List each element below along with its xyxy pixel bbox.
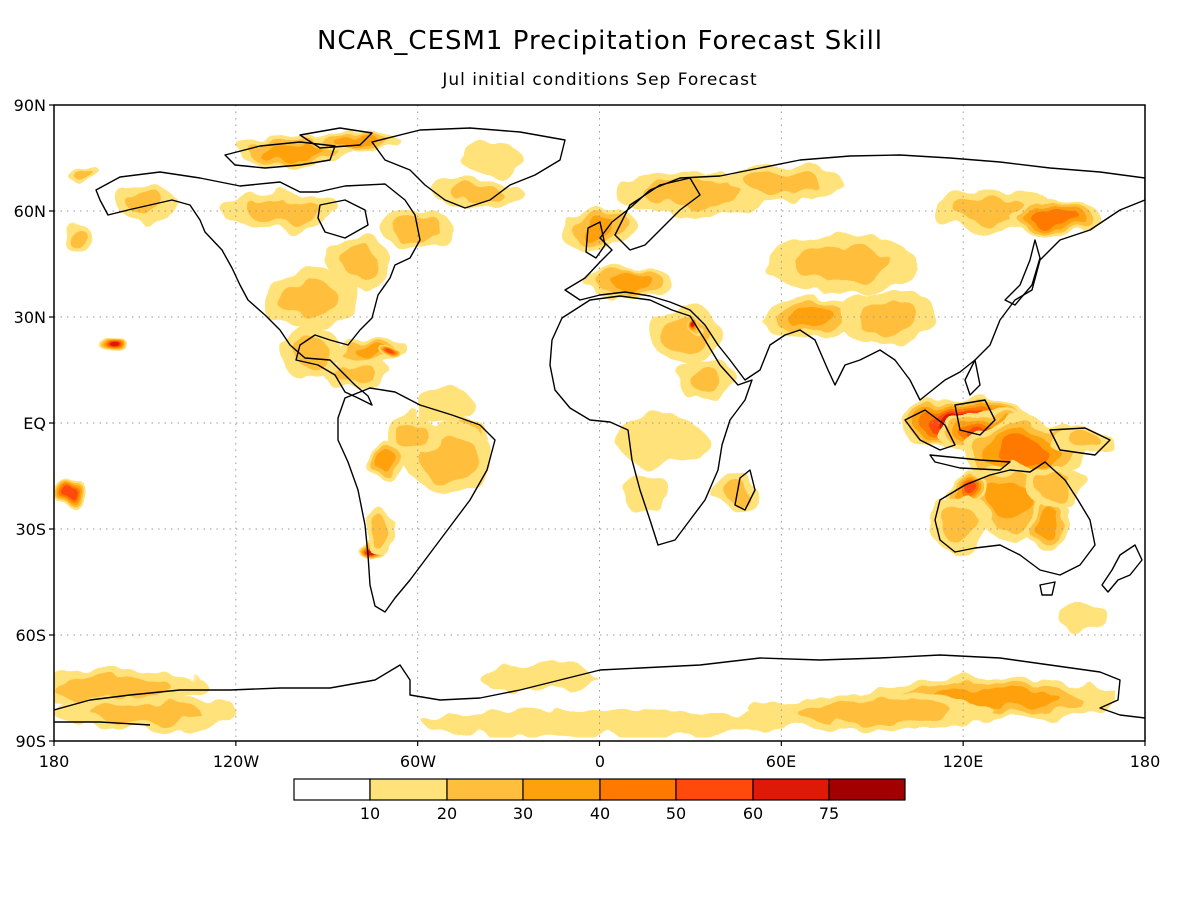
colorbar-swatch [599, 778, 677, 801]
skill-contour [338, 246, 376, 282]
skill-contour [985, 481, 1032, 521]
colorbar-swatch [675, 778, 754, 801]
lon-label: 120E [943, 752, 984, 771]
skill-contour [68, 230, 88, 249]
skill-contour [378, 449, 397, 468]
skill-contour [794, 246, 890, 282]
lat-label: 90S [15, 732, 46, 751]
skill-contour [417, 387, 479, 424]
skill-contour [266, 143, 327, 158]
lon-label: 180 [39, 752, 70, 771]
skill-contour [478, 663, 600, 692]
skill-contour [396, 420, 427, 447]
skill-contour [643, 180, 738, 207]
lon-label: 60E [766, 752, 796, 771]
lat-label: EQ [23, 414, 46, 433]
skill-contour [614, 415, 706, 466]
lon-label: 60W [400, 752, 436, 771]
skill-contour [88, 701, 202, 724]
colorbar-swatch [522, 778, 601, 801]
skill-contour [61, 488, 77, 500]
skill-contour [720, 482, 752, 505]
skill-contour [334, 135, 380, 146]
skill-contour [125, 190, 164, 218]
axes: 90N 60N 30N EQ 30S 60S 90S 180 120W 60W … [14, 96, 1161, 771]
skill-contour [1038, 504, 1058, 540]
lat-label: 60S [15, 626, 46, 645]
colorbar-label: 30 [513, 804, 533, 823]
skill-contour [463, 140, 524, 176]
skill-contour [796, 701, 949, 724]
map-subtitle: Jul initial conditions Sep Forecast [442, 70, 758, 90]
skill-contour [1065, 431, 1104, 450]
lon-label: 120W [213, 752, 260, 771]
skill-contour [371, 513, 391, 545]
skill-contour [1034, 210, 1074, 226]
lat-label: 30N [14, 308, 46, 327]
lat-label: 60N [14, 202, 46, 221]
skill-contour [960, 479, 978, 494]
colorbar-label: 50 [666, 804, 686, 823]
map-title: NCAR_CESM1 Precipitation Forecast Skill [316, 26, 884, 56]
coastlines [54, 127, 1145, 726]
colorbar-label: 40 [590, 804, 610, 823]
colorbar-swatch [828, 778, 906, 801]
skill-contour [607, 274, 653, 289]
colorbar-swatch [293, 778, 371, 801]
colorbar-swatch [446, 778, 524, 801]
skill-contour [1035, 475, 1074, 498]
colorbar-label: 75 [819, 804, 839, 823]
skill-contour [620, 472, 670, 515]
colorbar-swatch [369, 778, 448, 801]
colorbar-swatch [752, 778, 830, 801]
skill-contour [74, 171, 94, 181]
colorbar-label: 10 [360, 804, 380, 823]
colorbar: 10 20 30 40 50 60 75 [293, 778, 906, 823]
skill-contour [997, 437, 1051, 466]
skill-contour [419, 436, 477, 481]
skill-contour [1060, 606, 1109, 628]
lon-label: 180 [1130, 752, 1161, 771]
lat-label: 90N [14, 96, 46, 115]
skill-contour [686, 367, 725, 394]
colorbar-label: 20 [437, 804, 457, 823]
skill-contour [243, 199, 320, 223]
lat-label: 30S [15, 520, 46, 539]
skill-contour [283, 281, 341, 318]
skill-contour [110, 341, 120, 350]
colorbar-label: 60 [743, 804, 763, 823]
skill-contour [743, 171, 820, 194]
skill-contour [938, 504, 977, 540]
lon-label: 0 [595, 752, 605, 771]
skill-contour [788, 306, 835, 328]
skill-contour [388, 353, 399, 359]
